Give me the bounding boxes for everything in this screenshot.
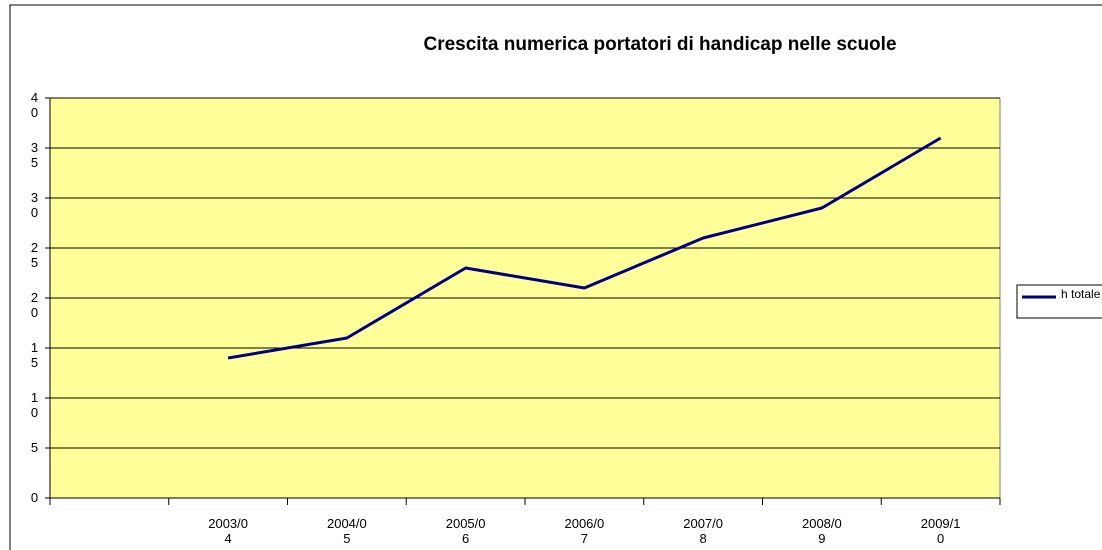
- y-tick-label: 0: [30, 490, 39, 505]
- y-tick-label: 20: [30, 290, 39, 320]
- y-tick-label: 10: [30, 390, 39, 420]
- x-tick-label: 2008/09: [801, 516, 842, 546]
- chart-title: Crescita numerica portatori di handicap …: [423, 34, 897, 55]
- y-tick-label: 5: [30, 440, 39, 455]
- y-tick-label: 40: [30, 90, 39, 120]
- x-tick-label: 2005/06: [445, 516, 486, 546]
- data-line: [227, 136, 942, 360]
- x-tick-label: 2007/08: [683, 516, 723, 546]
- y-tick-label: 35: [30, 140, 39, 170]
- y-tick-label: 30: [30, 190, 39, 220]
- legend-label: h totale: [1061, 287, 1101, 301]
- x-tick-label: 2006/07: [564, 516, 605, 546]
- x-tick-label: 2004/05: [326, 516, 367, 546]
- y-tick-label: 15: [30, 340, 39, 370]
- x-tick-label: 2009/10: [920, 516, 961, 546]
- x-tick-label: 2003/04: [208, 516, 248, 546]
- y-tick-label: 25: [30, 240, 39, 270]
- legend-box: [1016, 284, 1102, 319]
